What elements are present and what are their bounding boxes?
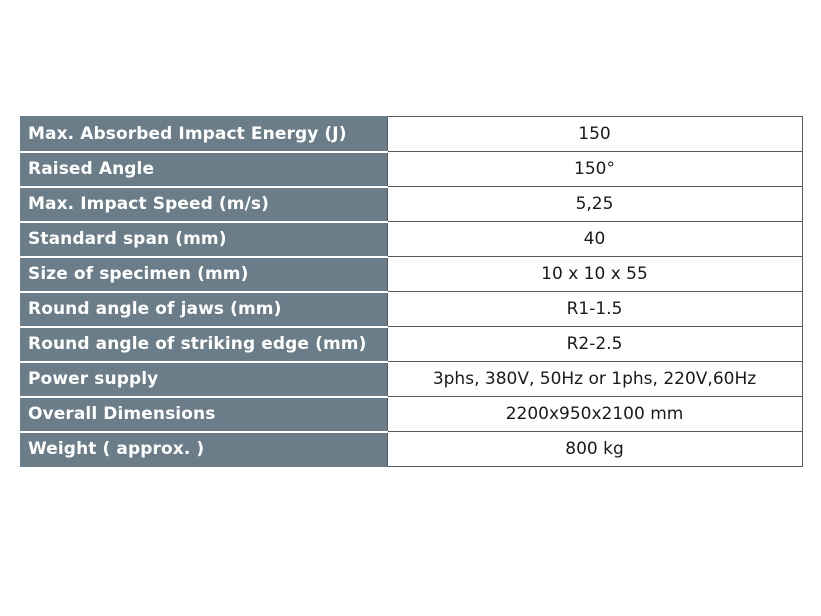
- spec-label: Round angle of jaws (mm): [20, 290, 387, 328]
- spec-label: Size of specimen (mm): [20, 255, 387, 293]
- spec-value: R2-2.5: [386, 326, 803, 362]
- table-row: Power supply 3phs, 380V, 50Hz or 1phs, 2…: [20, 360, 803, 398]
- table-row: Max. Impact Speed (m/s) 5,25: [20, 185, 803, 223]
- spec-value: 10 x 10 x 55: [386, 256, 803, 292]
- spec-value: 40: [386, 221, 803, 257]
- table-row: Weight ( approx. ) 800 kg: [20, 430, 803, 467]
- spec-label: Standard span (mm): [20, 220, 387, 258]
- spec-label: Power supply: [20, 360, 387, 398]
- spec-value: 3phs, 380V, 50Hz or 1phs, 220V,60Hz: [386, 361, 803, 397]
- spec-value: 5,25: [386, 186, 803, 222]
- table-row: Overall Dimensions 2200x950x2100 mm: [20, 395, 803, 433]
- spec-label: Overall Dimensions: [20, 395, 387, 433]
- spec-label: Max. Impact Speed (m/s): [20, 185, 387, 223]
- table-row: Raised Angle 150°: [20, 150, 803, 188]
- spec-value: R1-1.5: [386, 291, 803, 327]
- spec-value: 150°: [386, 151, 803, 187]
- spec-value: 2200x950x2100 mm: [386, 396, 803, 432]
- table-row: Max. Absorbed Impact Energy (J) 150: [20, 116, 803, 153]
- spec-value: 800 kg: [386, 431, 803, 467]
- table-row: Size of specimen (mm) 10 x 10 x 55: [20, 255, 803, 293]
- specifications-table-body: Max. Absorbed Impact Energy (J) 150 Rais…: [20, 116, 803, 467]
- table-row: Round angle of jaws (mm) R1-1.5: [20, 290, 803, 328]
- table-row: Round angle of striking edge (mm) R2-2.5: [20, 325, 803, 363]
- spec-value: 150: [386, 116, 803, 152]
- spec-label: Raised Angle: [20, 150, 387, 188]
- spec-label: Weight ( approx. ): [20, 430, 387, 467]
- spec-label: Max. Absorbed Impact Energy (J): [20, 116, 387, 153]
- specifications-table: Max. Absorbed Impact Energy (J) 150 Rais…: [20, 116, 803, 467]
- spec-label: Round angle of striking edge (mm): [20, 325, 387, 363]
- table-row: Standard span (mm) 40: [20, 220, 803, 258]
